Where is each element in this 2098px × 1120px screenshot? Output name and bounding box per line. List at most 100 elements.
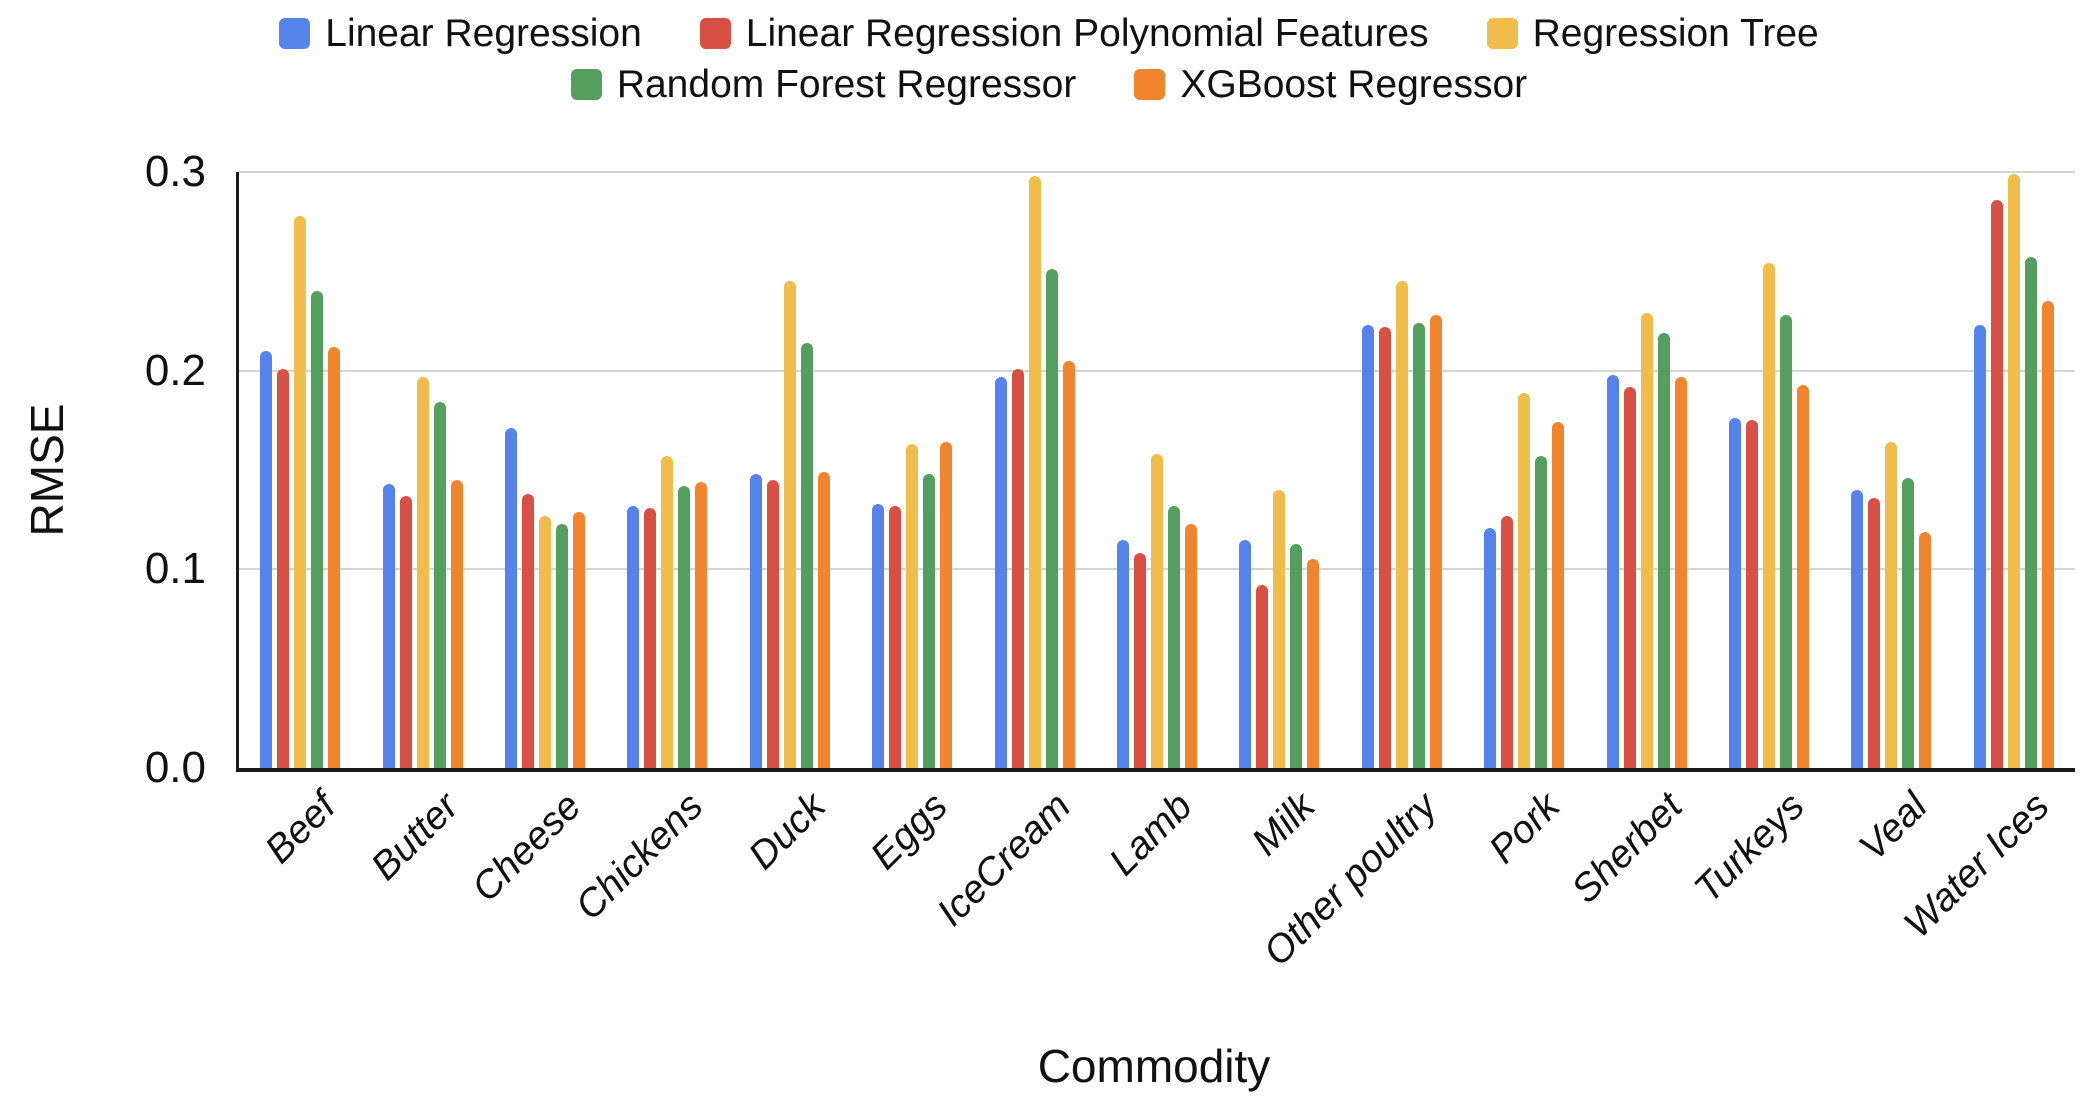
bar-random-forest-regressor-beef — [311, 291, 324, 768]
bar-linear-regression-polynomial-features-icecream — [1011, 368, 1024, 768]
bar-linear-regression-sherbet — [1606, 374, 1619, 768]
bar-linear-regression-polynomial-features-lamb — [1134, 553, 1147, 768]
bar-random-forest-regressor-duck — [800, 342, 813, 768]
bar-linear-regression-other-poultry — [1361, 324, 1374, 768]
x-label-chickens: Chickens — [567, 784, 712, 929]
bar-xgboost-regressor-veal — [1919, 531, 1932, 768]
bar-random-forest-regressor-pork — [1535, 456, 1548, 768]
x-label-lamb: Lamb — [1101, 784, 1201, 884]
bar-linear-regression-polynomial-features-other-poultry — [1378, 326, 1391, 768]
bar-group-cheese — [484, 172, 606, 768]
bar-xgboost-regressor-beef — [328, 346, 341, 768]
bar-group-butter — [361, 172, 483, 768]
bar-xgboost-regressor-chickens — [695, 481, 708, 768]
bar-linear-regression-water-ices — [1973, 324, 1986, 768]
bar-random-forest-regressor-butter — [433, 402, 446, 768]
bar-linear-regression-polynomial-features-butter — [399, 495, 412, 768]
bar-group-lamb — [1096, 172, 1218, 768]
legend-item-linear-regression: Linear Regression — [279, 14, 642, 53]
bar-random-forest-regressor-icecream — [1045, 269, 1058, 768]
bar-xgboost-regressor-butter — [450, 479, 463, 768]
bar-regression-tree-eggs — [906, 444, 919, 768]
bar-group-beef — [239, 172, 361, 768]
bar-regression-tree-pork — [1518, 392, 1531, 768]
bar-random-forest-regressor-turkeys — [1780, 315, 1793, 768]
bar-random-forest-regressor-lamb — [1168, 505, 1181, 768]
legend-swatch-random-forest-regressor — [570, 69, 602, 100]
y-tick-0.2: 0.2 — [144, 345, 206, 395]
bar-linear-regression-polynomial-features-milk — [1256, 585, 1269, 768]
bar-group-sherbet — [1585, 172, 1707, 768]
bar-linear-regression-lamb — [1117, 539, 1130, 768]
bar-linear-regression-pork — [1484, 527, 1497, 768]
bar-group-chickens — [606, 172, 728, 768]
bar-xgboost-regressor-eggs — [940, 442, 953, 768]
bar-random-forest-regressor-eggs — [923, 473, 936, 768]
x-label-pork: Pork — [1481, 784, 1569, 872]
bar-linear-regression-chickens — [627, 505, 640, 768]
x-label-duck: Duck — [740, 784, 834, 878]
bar-regression-tree-icecream — [1028, 175, 1041, 768]
bar-linear-regression-polynomial-features-eggs — [889, 505, 902, 768]
legend-item-xgboost-regressor: XGBoost Regressor — [1134, 65, 1527, 104]
legend-label-regression-tree: Regression Tree — [1532, 12, 1819, 55]
bar-group-duck — [729, 172, 851, 768]
bar-group-other-poultry — [1341, 172, 1463, 768]
gridline-0.2 — [239, 369, 2075, 372]
bar-random-forest-regressor-water-ices — [2024, 257, 2037, 768]
bar-regression-tree-chickens — [661, 456, 674, 768]
bar-random-forest-regressor-sherbet — [1657, 332, 1670, 768]
bar-linear-regression-polynomial-features-veal — [1868, 497, 1881, 768]
bar-random-forest-regressor-milk — [1290, 543, 1303, 768]
bar-regression-tree-water-ices — [2007, 174, 2020, 768]
bar-regression-tree-other-poultry — [1395, 281, 1408, 768]
bar-random-forest-regressor-cheese — [556, 523, 569, 768]
legend-label-linear-regression: Linear Regression — [325, 12, 642, 55]
gridline-0.3 — [239, 171, 2075, 173]
chart-legend: Linear Regression Linear Regression Polyn… — [0, 14, 2098, 104]
bar-regression-tree-duck — [783, 281, 796, 768]
bar-random-forest-regressor-other-poultry — [1412, 323, 1425, 768]
x-label-cheese: Cheese — [463, 784, 589, 911]
bar-linear-regression-eggs — [872, 503, 885, 768]
bar-linear-regression-milk — [1239, 539, 1252, 768]
bar-regression-tree-veal — [1885, 442, 1898, 768]
bar-linear-regression-beef — [260, 350, 273, 768]
bar-linear-regression-veal — [1851, 489, 1864, 768]
y-tick-0.1: 0.1 — [144, 544, 206, 594]
bar-linear-regression-cheese — [505, 428, 518, 768]
bar-linear-regression-butter — [382, 483, 395, 768]
bar-xgboost-regressor-cheese — [573, 511, 586, 768]
x-axis-title: Commodity — [1037, 1040, 1271, 1092]
bar-linear-regression-duck — [749, 473, 762, 768]
bar-regression-tree-sherbet — [1640, 313, 1653, 768]
bar-xgboost-regressor-icecream — [1062, 360, 1075, 768]
bar-regression-tree-lamb — [1151, 454, 1164, 768]
bar-group-water-ices — [1953, 172, 2075, 768]
x-label-turkeys: Turkeys — [1686, 784, 1813, 912]
bar-group-pork — [1463, 172, 1585, 768]
bar-regression-tree-butter — [416, 376, 429, 768]
bar-regression-tree-turkeys — [1763, 263, 1776, 768]
bar-regression-tree-cheese — [539, 515, 552, 768]
bar-random-forest-regressor-chickens — [678, 485, 691, 768]
bar-linear-regression-polynomial-features-sherbet — [1623, 386, 1636, 768]
bar-xgboost-regressor-lamb — [1185, 523, 1198, 768]
y-tick-0.0: 0.0 — [144, 743, 206, 792]
bar-group-icecream — [973, 172, 1095, 768]
legend-swatch-linear-regression — [279, 18, 311, 49]
y-tick-0.3: 0.3 — [144, 147, 206, 196]
plot-area — [236, 171, 2075, 772]
bar-regression-tree-beef — [294, 215, 307, 768]
bar-xgboost-regressor-other-poultry — [1429, 315, 1442, 768]
bar-linear-regression-polynomial-features-turkeys — [1746, 420, 1759, 768]
bar-regression-tree-milk — [1273, 489, 1286, 768]
legend-item-regression-tree: Regression Tree — [1486, 12, 1819, 55]
x-label-sherbet: Sherbet — [1563, 784, 1691, 912]
legend-item-linear-regression-polynomial-features: Linear Regression Polynomial Features — [699, 12, 1429, 55]
legend-label-linear-regression-polynomial-features: Linear Regression Polynomial Features — [745, 12, 1429, 55]
bar-xgboost-regressor-duck — [817, 472, 830, 768]
x-label-beef: Beef — [257, 784, 345, 872]
bar-groups — [239, 172, 2075, 768]
